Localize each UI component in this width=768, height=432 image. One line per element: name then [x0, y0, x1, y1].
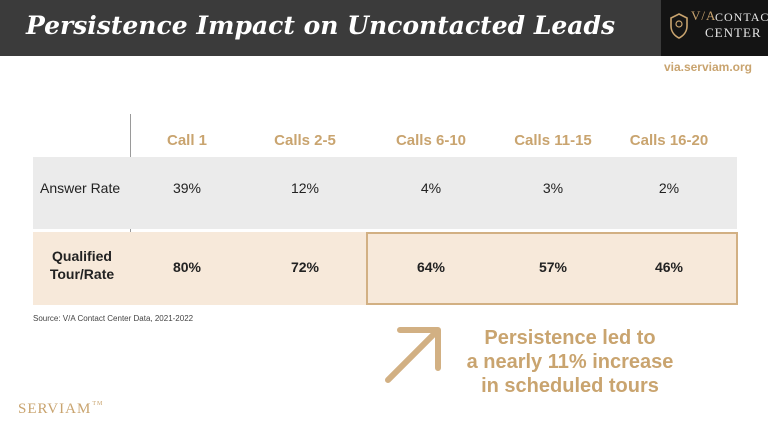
- row-label-line: Qualified: [52, 248, 112, 264]
- table-cell: 2%: [658, 180, 680, 196]
- header-bar: Persistence Impact on Uncontacted Leads …: [0, 0, 768, 56]
- serviam-logo: SERVIAMTM: [18, 401, 103, 418]
- table-cell: 12%: [290, 180, 320, 196]
- column-header-call-1: Call 1: [166, 132, 208, 149]
- table-cell: 46%: [654, 259, 684, 275]
- column-header-calls-16-20: Calls 16-20: [629, 132, 709, 149]
- row-label-answer-rate: Answer Rate: [40, 180, 121, 196]
- table-cell: 80%: [172, 259, 202, 275]
- logo-contact-text: CONTACT: [715, 10, 768, 24]
- column-header-calls-11-15: Calls 11-15: [514, 132, 592, 149]
- table-cell: 3%: [542, 180, 564, 196]
- table-cell: 39%: [172, 180, 202, 196]
- highlight-box: [366, 232, 738, 305]
- table-cell: 64%: [416, 259, 446, 275]
- row-label-line: Tour/Rate: [49, 266, 115, 282]
- qualified-row-background: [33, 232, 737, 305]
- logo-center-text: CENTER: [705, 25, 762, 40]
- answer-rate-row-background: [33, 157, 737, 229]
- column-header-calls-2-5: Calls 2-5: [274, 132, 336, 149]
- trademark-mark: TM: [92, 401, 104, 407]
- table-cell: 57%: [538, 259, 568, 275]
- column-header-calls-6-10: Calls 6-10: [395, 132, 467, 149]
- shield-icon: [670, 13, 688, 39]
- page-title: Persistence Impact on Uncontacted Leads: [26, 11, 616, 40]
- table-cell: 4%: [420, 180, 442, 196]
- callout-line: Persistence led to: [484, 327, 656, 349]
- brand-name: SERVIAM: [18, 401, 92, 417]
- callout-line: a nearly 11% increase: [466, 351, 674, 373]
- logo-via-text: V/A: [691, 8, 717, 23]
- callout-text: Persistence led to a nearly 11% increase…: [452, 326, 688, 398]
- via-contact-center-logo: V/A CONTACT CENTER: [661, 0, 768, 56]
- source-note: Source: V/A Contact Center Data, 2021-20…: [33, 314, 194, 323]
- callout-line: in scheduled tours: [481, 375, 659, 397]
- site-url: via.serviam.org: [663, 60, 752, 74]
- row-label-qualified-tour-rate: Qualified Tour/Rate: [33, 247, 131, 283]
- arrow-up-right-icon: [385, 327, 441, 383]
- table-cell: 72%: [290, 259, 320, 275]
